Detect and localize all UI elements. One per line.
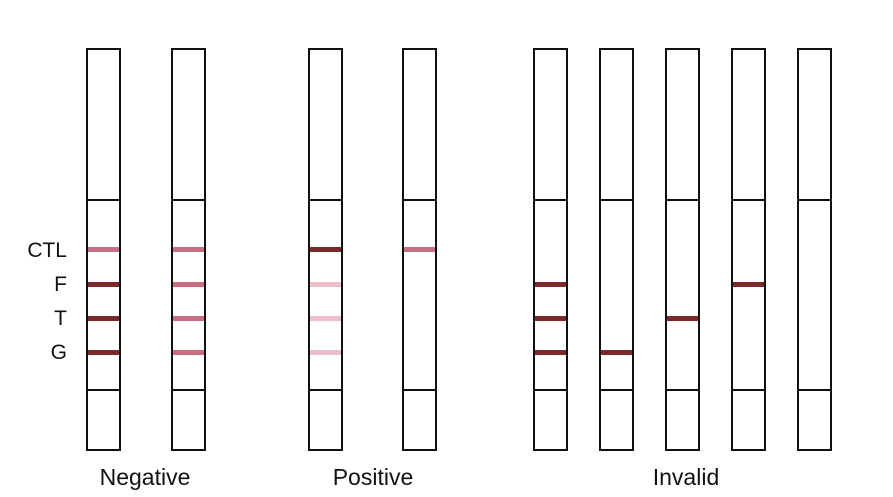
test-strip: [599, 48, 634, 451]
strip-upper-divider: [733, 199, 764, 201]
band-ctl: [310, 247, 341, 252]
band-g: [601, 350, 632, 355]
line-label-t: T: [54, 307, 67, 330]
test-strip: [731, 48, 766, 451]
strip-upper-divider: [601, 199, 632, 201]
strip-upper-divider: [173, 199, 204, 201]
strip-lower-divider: [88, 389, 119, 391]
strip-upper-divider: [404, 199, 435, 201]
line-label-ctl: CTL: [27, 239, 67, 262]
band-t: [310, 316, 341, 321]
band-g: [310, 350, 341, 355]
test-strip: [797, 48, 832, 451]
test-strip: [665, 48, 700, 451]
band-t: [173, 316, 204, 321]
band-t: [535, 316, 566, 321]
band-t: [667, 316, 698, 321]
strip-lower-divider: [601, 389, 632, 391]
test-strip: [171, 48, 206, 451]
band-f: [310, 282, 341, 287]
strip-upper-divider: [535, 199, 566, 201]
group-label-invalid: Invalid: [652, 464, 720, 490]
strip-upper-divider: [88, 199, 119, 201]
band-f: [173, 282, 204, 287]
strip-upper-divider: [310, 199, 341, 201]
band-t: [88, 316, 119, 321]
band-f: [535, 282, 566, 287]
band-f: [88, 282, 119, 287]
group-label-positive: Positive: [332, 464, 414, 490]
band-ctl: [88, 247, 119, 252]
strip-upper-divider: [799, 199, 830, 201]
strip-lower-divider: [733, 389, 764, 391]
band-ctl: [173, 247, 204, 252]
strip-upper-divider: [667, 199, 698, 201]
strip-lower-divider: [173, 389, 204, 391]
test-strip: [533, 48, 568, 451]
band-g: [173, 350, 204, 355]
line-label-f: F: [54, 273, 67, 296]
strip-lower-divider: [404, 389, 435, 391]
band-g: [535, 350, 566, 355]
line-label-g: G: [50, 341, 67, 364]
strip-lower-divider: [310, 389, 341, 391]
strip-lower-divider: [535, 389, 566, 391]
test-strip: [86, 48, 121, 451]
band-g: [88, 350, 119, 355]
strip-lower-divider: [799, 389, 830, 391]
band-ctl: [404, 247, 435, 252]
band-f: [733, 282, 764, 287]
group-label-negative: Negative: [99, 464, 191, 490]
test-strip: [308, 48, 343, 451]
test-strip: [402, 48, 437, 451]
strip-lower-divider: [667, 389, 698, 391]
